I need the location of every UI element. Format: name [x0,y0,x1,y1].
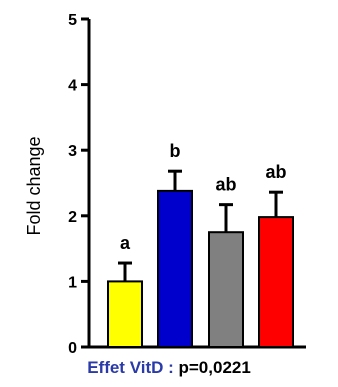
bar [157,189,193,348]
significance-label: ab [215,175,236,195]
y-tick-label: 2 [68,209,77,226]
effect-label: Effet VitD : [87,358,174,377]
y-tick-label: 3 [68,143,77,160]
significance-label: ab [265,162,286,182]
statistics-footer: Effet VitD : p=0,0221 [0,358,338,378]
y-tick-label: 4 [68,78,77,95]
y-tick-label: 5 [68,12,77,29]
y-tick-label: 1 [68,274,77,291]
y-tick-label: 0 [68,340,77,357]
significance-label: a [120,233,131,253]
bar [258,216,294,348]
p-value: p=0,0221 [178,358,251,377]
bar [107,280,143,348]
y-axis-label: Fold change [24,136,44,235]
bar [208,231,244,348]
significance-label: b [170,141,181,161]
